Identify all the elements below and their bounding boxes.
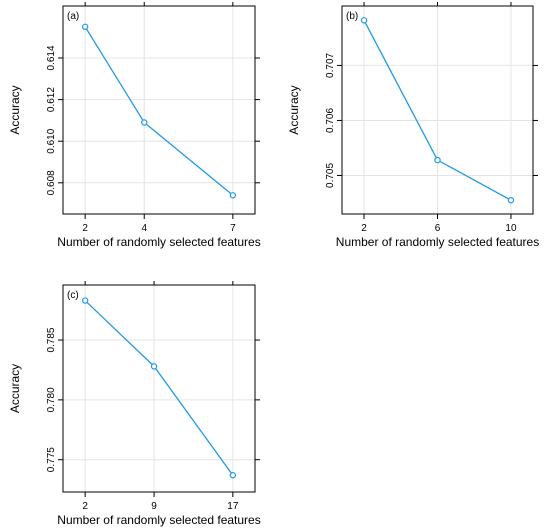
y-tick-label: 0.775 (46, 447, 57, 472)
y-tick-label: 0.705 (325, 163, 336, 188)
data-point (229, 472, 237, 479)
panel-label: (c) (67, 290, 79, 301)
chart-panel-3: 2 9 17 0.775 0.780 0.785 Number of randomly se… (8, 281, 261, 527)
series-line (84, 26, 234, 196)
data-point (507, 197, 515, 204)
data-point (360, 17, 368, 24)
plot-frame (62, 5, 256, 215)
x-axis-label: Number of randomly selected features (57, 235, 260, 249)
y-tick-label: 0.612 (46, 87, 57, 112)
y-axis-label: Accuracy (8, 85, 22, 134)
y-tick-label: 0.785 (46, 327, 57, 352)
y-tick-label: 0.610 (46, 128, 57, 153)
data-point (150, 363, 158, 370)
y-tick-label: 0.706 (325, 108, 336, 133)
panel-label: (a) (67, 11, 79, 22)
data-point (81, 23, 89, 30)
x-axis-label: Number of randomly selected features (57, 513, 260, 527)
chart-panel-1: 2 4 7 0.608 0.610 0.612 0.614 Number of randoml… (8, 2, 261, 249)
panel-label: (b) (346, 11, 358, 22)
x-tick-label: 2 (82, 223, 88, 234)
x-tick-label: 9 (151, 501, 157, 512)
data-point (229, 192, 237, 199)
series-line (84, 300, 234, 476)
plot-frame (62, 284, 256, 493)
y-axis-label: Accuracy (8, 364, 22, 413)
x-tick-label: 17 (227, 501, 239, 512)
x-tick-label: 2 (361, 223, 367, 234)
x-axis-label: Number of randomly selected features (336, 235, 539, 249)
y-tick-label: 0.780 (46, 387, 57, 412)
y-tick-label: 0.608 (46, 170, 57, 195)
data-point (81, 297, 89, 304)
x-tick-label: 4 (141, 223, 147, 234)
y-tick-label: 0.614 (46, 45, 57, 70)
y-axis-label: Accuracy (287, 85, 301, 134)
chart-panel-2: 2 6 10 0.705 0.706 0.707 Number of randomly se… (287, 2, 539, 249)
x-tick-label: 10 (505, 223, 517, 234)
y-tick-label: 0.707 (325, 52, 336, 77)
x-tick-label: 7 (230, 223, 236, 234)
data-point (141, 119, 148, 126)
x-tick-label: 2 (82, 501, 88, 512)
x-tick-label: 6 (435, 223, 441, 234)
data-point (434, 156, 441, 164)
